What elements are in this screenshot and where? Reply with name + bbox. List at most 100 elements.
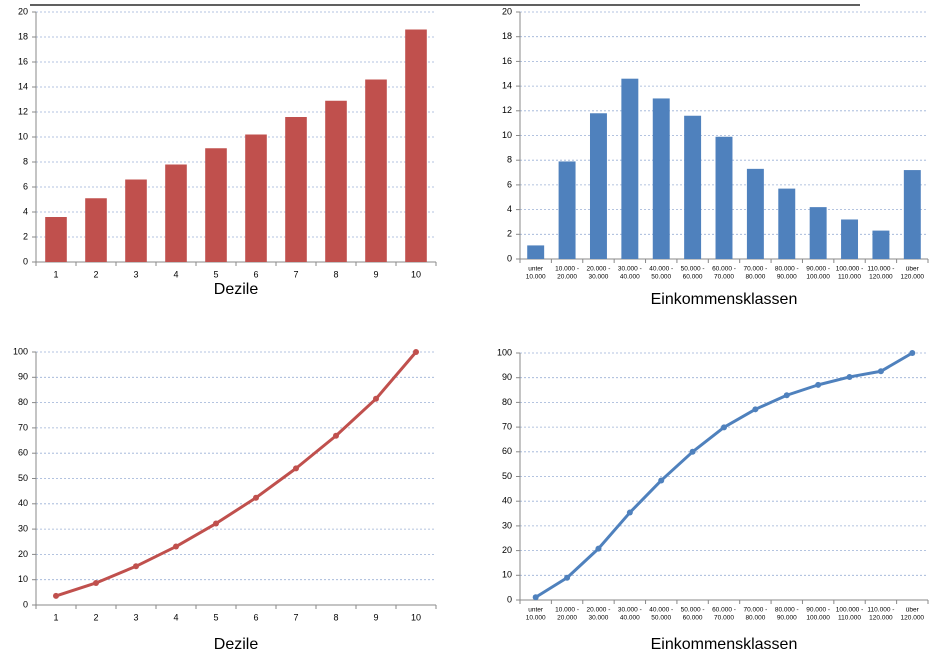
axis-title: Einkommensklassen — [651, 636, 798, 653]
axis-title: Einkommensklassen — [651, 291, 798, 308]
x-tick-label: 90.000 — [777, 615, 797, 622]
y-tick-label: 50 — [18, 473, 28, 483]
marker — [532, 594, 539, 601]
bar — [589, 113, 607, 260]
y-tick-label: 14 — [502, 80, 512, 90]
bar — [778, 188, 796, 259]
x-tick-label: über — [906, 607, 920, 614]
x-tick-label: 80.000 - — [775, 607, 799, 614]
bar — [841, 219, 859, 259]
y-tick-label: 10 — [18, 131, 28, 141]
marker — [413, 349, 419, 355]
y-tick-label: 4 — [23, 206, 28, 216]
y-tick-label: 100 — [497, 347, 512, 357]
marker — [373, 395, 379, 402]
marker — [721, 424, 727, 431]
x-tick-label: 7 — [293, 269, 298, 279]
y-tick-label: 80 — [502, 397, 512, 407]
x-tick-label: 60.000 - — [712, 607, 736, 614]
x-tick-label: 60.000 - — [712, 266, 736, 273]
marker — [658, 477, 665, 484]
x-tick-label: 10.000 - — [555, 266, 579, 273]
x-tick-label: 120.000 — [901, 615, 925, 622]
line — [55, 351, 418, 598]
y-tick-label: 40 — [502, 496, 512, 506]
y-tick-label: 20 — [18, 6, 28, 16]
y-tick-label: 2 — [23, 231, 28, 241]
bar — [652, 98, 670, 259]
x-tick-label: 2 — [93, 269, 98, 279]
y-tick-label: 18 — [502, 31, 512, 41]
y-tick-label: 40 — [18, 498, 28, 508]
x-tick-label: 90.000 - — [806, 607, 830, 614]
x-tick-label: 30.000 — [589, 615, 609, 622]
x-tick-label: 110.000 - — [867, 266, 894, 273]
axis-title: Dezile — [214, 281, 259, 298]
y-tick-label: 0 — [23, 256, 28, 266]
y-tick-label: 0 — [507, 253, 512, 263]
x-tick-label: 3 — [133, 269, 138, 279]
marker — [173, 543, 179, 550]
x-tick-label: 6 — [253, 612, 258, 622]
x-tick-label: 80.000 — [745, 615, 765, 622]
y-tick-label: 18 — [18, 31, 28, 41]
y-tick-label: 20 — [502, 6, 512, 16]
marker — [53, 592, 59, 599]
y-tick-label: 14 — [18, 81, 28, 91]
x-tick-label: 20.000 - — [587, 607, 611, 614]
y-tick-label: 70 — [18, 422, 28, 432]
marker — [752, 406, 759, 413]
axis-title: Dezile — [214, 636, 259, 653]
y-tick-label: 30 — [18, 523, 28, 533]
x-tick-label: 20.000 — [557, 615, 577, 622]
bar — [527, 245, 545, 259]
y-tick-label: 90 — [18, 372, 28, 382]
y-tick-label: 16 — [18, 56, 28, 66]
marker — [846, 373, 853, 380]
x-tick-label: 8 — [333, 269, 338, 279]
x-tick-label: 5 — [213, 269, 218, 279]
x-tick-label: 40.000 - — [649, 266, 673, 273]
x-tick-label: über — [906, 266, 920, 273]
y-tick-label: 30 — [502, 520, 512, 530]
x-tick-label: 120.000 — [869, 615, 893, 622]
x-tick-label: 3 — [133, 612, 138, 622]
bar — [872, 230, 890, 259]
x-tick-label: 10 — [411, 269, 421, 279]
x-tick-label: unter — [528, 266, 544, 273]
x-tick-label: 100.000 - — [836, 607, 863, 614]
x-tick-label: unter — [528, 607, 544, 614]
x-tick-label: 30.000 - — [618, 607, 642, 614]
bar — [325, 100, 347, 262]
y-tick-label: 8 — [507, 155, 512, 165]
y-tick-label: 20 — [18, 549, 28, 559]
bar — [245, 134, 267, 262]
marker — [689, 448, 696, 455]
y-tick-label: 70 — [502, 421, 512, 431]
marker — [909, 350, 916, 356]
x-tick-label: 50.000 - — [681, 266, 705, 273]
x-tick-label: 2 — [93, 612, 98, 622]
marker — [815, 381, 822, 388]
x-tick-label: 4 — [173, 612, 178, 622]
bar — [205, 148, 227, 262]
marker — [626, 509, 633, 516]
x-tick-label: 30.000 - — [618, 266, 642, 273]
bar — [684, 115, 702, 260]
x-tick-label: 30.000 — [589, 274, 609, 281]
x-tick-label: 1 — [53, 269, 58, 279]
marker — [783, 392, 790, 399]
y-tick-label: 60 — [18, 448, 28, 458]
x-tick-label: 6 — [253, 269, 258, 279]
y-tick-label: 8 — [23, 156, 28, 166]
bar — [165, 164, 187, 262]
marker — [253, 494, 259, 501]
marker — [564, 574, 571, 581]
bar — [45, 217, 67, 262]
y-tick-label: 90 — [502, 372, 512, 382]
x-tick-label: 60.000 — [683, 274, 703, 281]
y-tick-label: 12 — [502, 105, 512, 115]
x-tick-label: 110.000 — [838, 274, 861, 281]
marker — [595, 545, 602, 552]
